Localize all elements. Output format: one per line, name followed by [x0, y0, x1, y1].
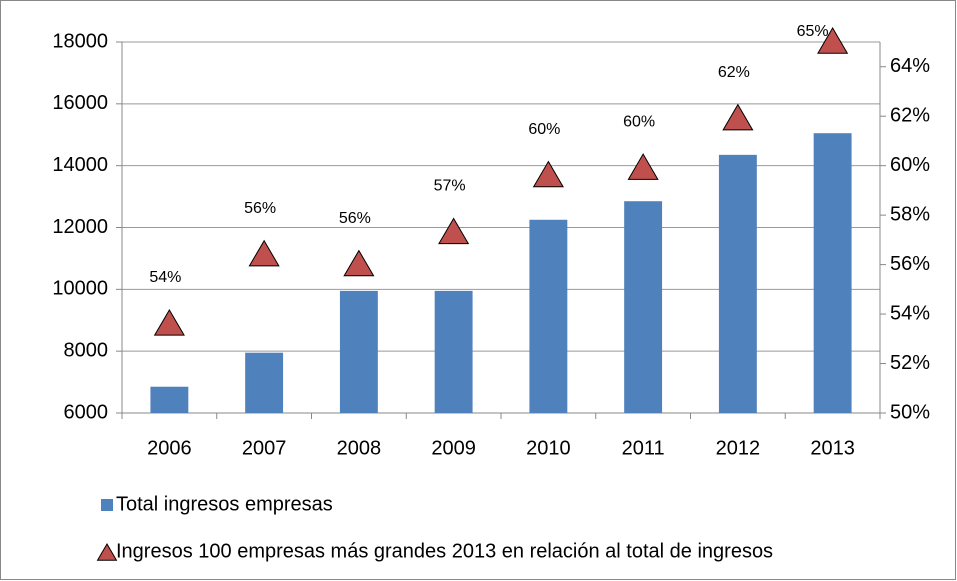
bar [529, 219, 568, 413]
data-label: 56% [339, 210, 371, 227]
x-tick-label: 2012 [716, 437, 761, 459]
triangle-marker [817, 27, 849, 54]
triangle-marker [248, 239, 280, 267]
legend-swatch [96, 543, 118, 561]
triangle-marker [627, 153, 659, 180]
triangle-marker [343, 249, 375, 277]
legend-label: Ingresos 100 empresas más grandes 2013 e… [116, 540, 773, 562]
bar [339, 290, 378, 413]
x-tick-label: 2011 [622, 437, 665, 459]
data-label: 62% [718, 64, 750, 81]
y2-tick-label: 62% [890, 104, 930, 126]
y2-tick-label: 50% [890, 401, 930, 423]
legend-label: Total ingresos empresas [116, 493, 333, 515]
data-label: 60% [623, 113, 655, 130]
bar [718, 154, 757, 414]
triangle-marker [532, 160, 564, 188]
y-tick-label: 8000 [64, 339, 109, 361]
data-label: 60% [528, 121, 560, 138]
bar [624, 201, 663, 413]
bar [150, 386, 189, 413]
x-tick-label: 2010 [526, 437, 571, 459]
data-label: 65% [797, 23, 829, 40]
y2-tick-label: 58% [890, 203, 930, 225]
x-tick-label: 2006 [147, 437, 192, 459]
bar [813, 133, 852, 413]
bar [245, 352, 284, 413]
triangle-marker [153, 308, 185, 336]
x-tick-label: 2008 [337, 437, 382, 459]
x-tick-label: 2007 [242, 437, 287, 459]
bar [434, 290, 473, 413]
y2-tick-label: 56% [890, 253, 930, 275]
legend-swatch [101, 499, 113, 511]
data-label: 56% [244, 200, 276, 217]
y-tick-label: 18000 [52, 30, 108, 52]
data-label: 57% [434, 178, 466, 195]
triangle-marker [722, 103, 754, 131]
y-tick-label: 6000 [64, 401, 109, 423]
y2-tick-label: 64% [890, 55, 930, 77]
y2-tick-label: 54% [890, 302, 930, 324]
y-tick-label: 10000 [52, 278, 108, 300]
y-tick-label: 16000 [52, 92, 108, 114]
y-tick-label: 12000 [52, 216, 108, 238]
y2-tick-label: 60% [890, 154, 930, 176]
x-tick-label: 2013 [810, 437, 855, 459]
y2-tick-label: 52% [890, 352, 930, 374]
triangle-marker [438, 217, 470, 245]
x-tick-label: 2009 [431, 437, 476, 459]
y-tick-label: 14000 [52, 154, 108, 176]
data-label: 54% [149, 269, 181, 286]
